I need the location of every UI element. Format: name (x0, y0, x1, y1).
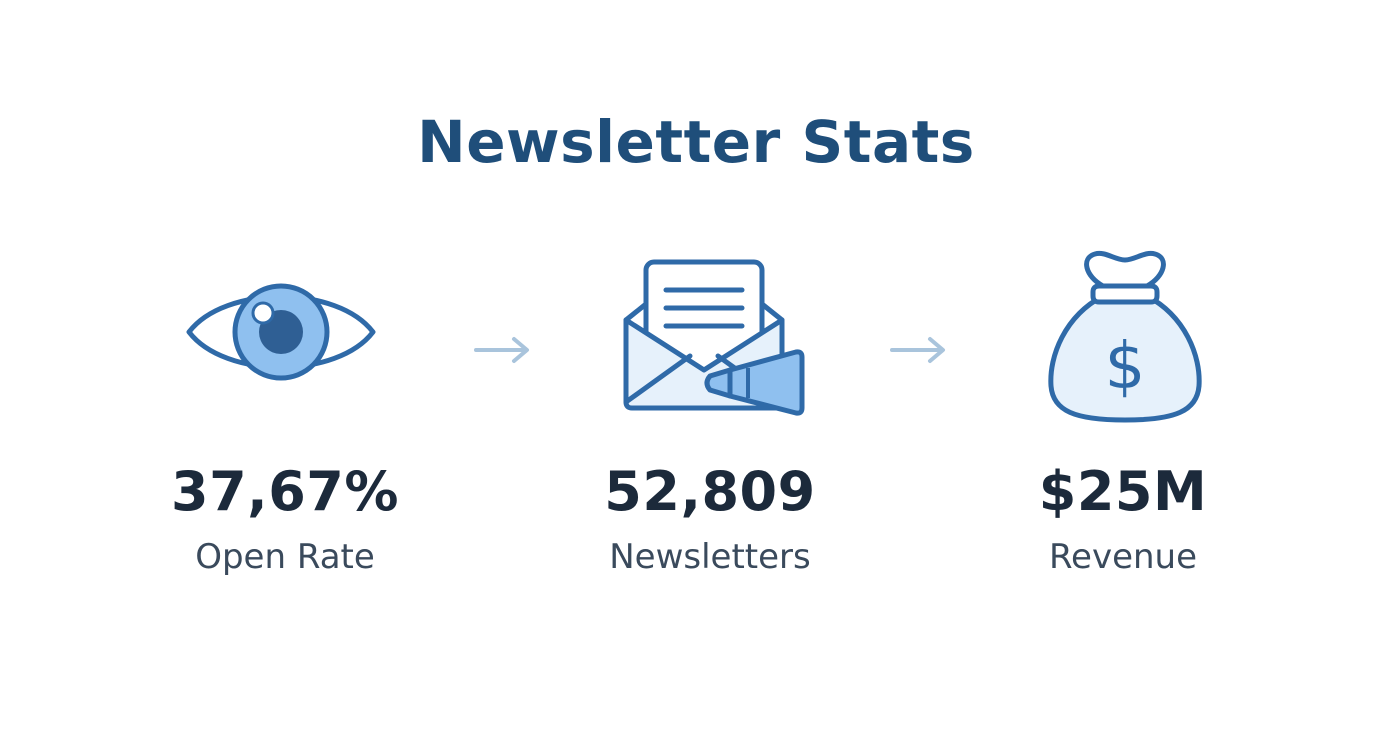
stat-label: Revenue (1048, 537, 1198, 577)
page-title: Newsletter Stats (417, 108, 975, 176)
stat-open-rate: 37,67% Open Rate (135, 240, 435, 600)
stat-value: 37,67% (171, 460, 399, 523)
svg-text:$: $ (1105, 330, 1146, 404)
arrow-right-icon (474, 337, 529, 363)
envelope-megaphone-icon (623, 259, 805, 416)
stat-label: Open Rate (195, 537, 375, 577)
money-bag-icon: $ (1048, 250, 1202, 423)
stat-value: 52,809 (604, 460, 816, 523)
stat-revenue: $ $25M Revenue (973, 240, 1273, 600)
stat-newsletters: 52,809 Newsletters (560, 240, 860, 600)
stat-label: Newsletters (609, 537, 811, 577)
arrow-right-icon (890, 337, 945, 363)
stat-value: $25M (1038, 460, 1208, 523)
eye-icon (186, 283, 376, 381)
